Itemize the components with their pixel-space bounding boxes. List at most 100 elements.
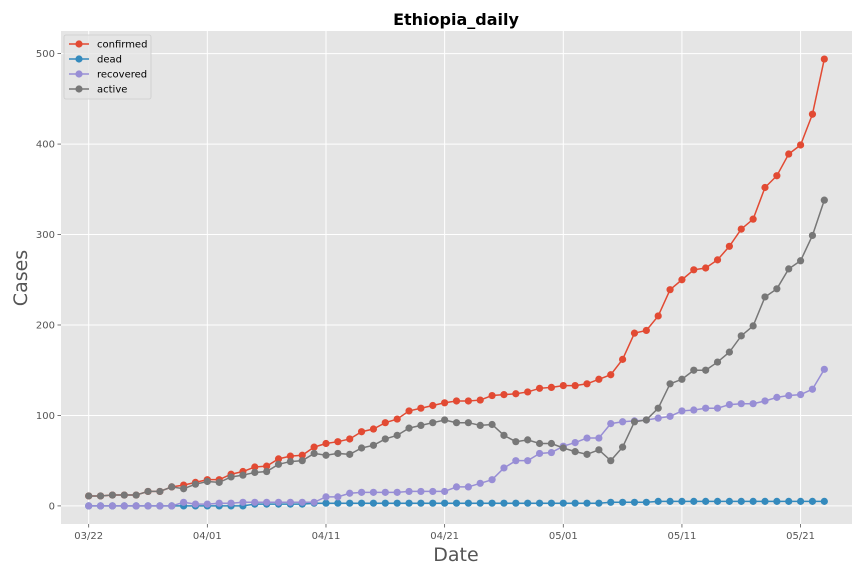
data-point	[476, 499, 484, 507]
data-point	[274, 498, 283, 506]
y-tick-label: 300	[36, 230, 55, 241]
data-point	[239, 471, 247, 479]
data-point	[417, 487, 425, 496]
data-point	[476, 421, 484, 429]
data-point	[156, 487, 164, 496]
data-point	[180, 485, 188, 493]
data-point	[630, 418, 639, 426]
data-point	[239, 498, 247, 506]
data-point	[820, 365, 828, 373]
data-point	[346, 499, 354, 507]
data-point	[357, 444, 366, 452]
y-tick-label: 0	[49, 501, 55, 512]
data-point	[274, 460, 283, 468]
y-tick-label: 200	[36, 320, 55, 331]
data-point	[619, 443, 627, 451]
series-layer	[85, 55, 828, 510]
data-point	[725, 400, 733, 409]
data-point	[642, 498, 650, 506]
data-point	[666, 412, 674, 420]
data-point	[796, 257, 805, 265]
data-point	[535, 499, 544, 507]
data-point	[785, 391, 793, 400]
data-point	[820, 55, 828, 63]
legend-label: active	[97, 85, 127, 96]
data-point	[488, 420, 496, 429]
data-point	[215, 478, 223, 486]
plot-area	[61, 31, 852, 524]
data-point	[334, 449, 342, 458]
data-point	[429, 419, 437, 427]
data-point	[535, 384, 544, 392]
data-point	[796, 391, 805, 399]
data-point	[749, 497, 757, 505]
data-point	[619, 418, 627, 426]
data-point	[524, 499, 532, 507]
legend-label: dead	[97, 55, 122, 66]
data-point	[773, 393, 781, 401]
data-point	[713, 256, 722, 264]
data-point	[346, 489, 354, 497]
data-point	[357, 499, 366, 507]
data-point	[203, 477, 211, 486]
data-point	[357, 488, 366, 496]
data-point	[547, 439, 556, 448]
legend-box	[63, 34, 152, 100]
legend-label: confirmed	[97, 40, 147, 51]
data-point	[690, 266, 698, 274]
data-point	[429, 487, 437, 496]
data-point	[678, 276, 686, 284]
data-point	[393, 488, 401, 496]
data-point	[737, 497, 745, 505]
data-point	[464, 397, 472, 405]
data-point	[690, 406, 698, 414]
data-point	[96, 492, 105, 500]
data-point	[286, 452, 294, 460]
data-point	[369, 499, 378, 507]
data-point	[381, 419, 389, 427]
legend-label: recovered	[97, 70, 147, 81]
data-point	[156, 502, 164, 510]
data-point	[678, 497, 686, 505]
data-point	[429, 499, 437, 507]
data-point	[690, 366, 698, 374]
data-point	[524, 457, 532, 465]
y-tick-label: 100	[36, 411, 55, 422]
data-point	[369, 441, 378, 449]
data-point	[654, 497, 662, 505]
data-point	[488, 476, 496, 484]
chart-title: Ethiopia_daily	[393, 10, 519, 29]
legend-item-dead: dead	[69, 55, 122, 66]
x-tick-label: 05/01	[549, 531, 578, 542]
data-point	[108, 502, 117, 510]
data-point	[441, 499, 449, 507]
data-point	[417, 404, 425, 412]
data-point	[595, 434, 603, 442]
data-point	[535, 439, 544, 448]
data-point	[144, 502, 152, 510]
data-point	[619, 355, 627, 363]
data-point	[619, 498, 627, 506]
data-point	[785, 265, 793, 273]
data-point	[571, 438, 579, 447]
data-point	[571, 448, 579, 456]
y-axis-ticks: 0 100 200 300 400 500	[36, 49, 61, 512]
data-point	[642, 416, 650, 424]
data-point	[286, 498, 294, 506]
data-point	[227, 473, 235, 481]
data-point	[713, 404, 722, 412]
data-point	[441, 399, 449, 407]
data-point	[441, 416, 449, 424]
data-point	[666, 286, 674, 294]
data-point	[749, 215, 757, 223]
legend-marker	[75, 55, 83, 63]
series-recovered	[85, 365, 828, 510]
data-point	[607, 498, 615, 506]
data-point	[393, 431, 401, 439]
data-point	[429, 401, 437, 410]
x-tick-label: 04/11	[312, 531, 341, 542]
data-point	[571, 499, 579, 507]
data-point	[488, 391, 496, 400]
data-point	[369, 488, 378, 496]
data-point	[263, 467, 271, 476]
